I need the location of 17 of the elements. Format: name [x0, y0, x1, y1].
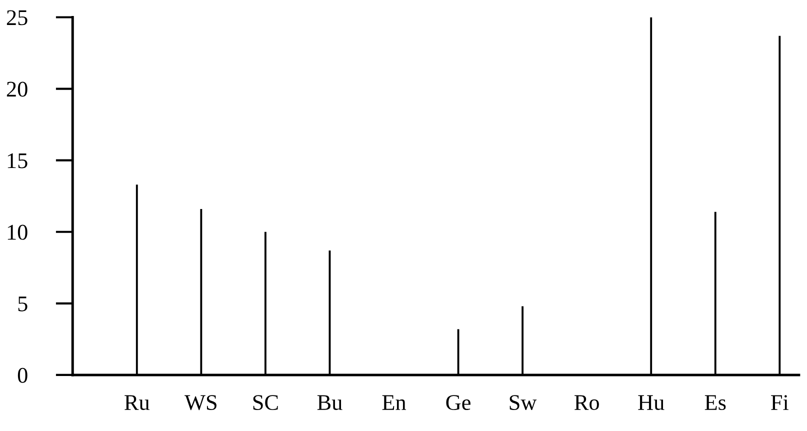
y-tick-label: 20 [6, 82, 28, 97]
y-tick-label: 0 [18, 368, 28, 383]
x-tick-label: Ro [574, 395, 599, 410]
y-tick-label: 15 [8, 153, 28, 168]
x-tick-label: Ru [124, 395, 150, 410]
y-tick-label: 5 [18, 296, 28, 312]
x-tick-label: Ge [446, 395, 470, 410]
y-tick-label: 25 [6, 10, 28, 26]
x-tick-label: Hu [638, 395, 664, 410]
x-tick-label: Sw [510, 395, 537, 410]
x-tick-label: En [382, 395, 406, 410]
x-tick-label: WS [184, 395, 216, 410]
x-tick-label: Bu [317, 395, 342, 410]
x-tick-label: Fi [771, 395, 788, 410]
x-tick-label: SC [253, 395, 278, 410]
y-tick-label: 10 [8, 224, 28, 240]
x-tick-label: Es [704, 395, 726, 410]
